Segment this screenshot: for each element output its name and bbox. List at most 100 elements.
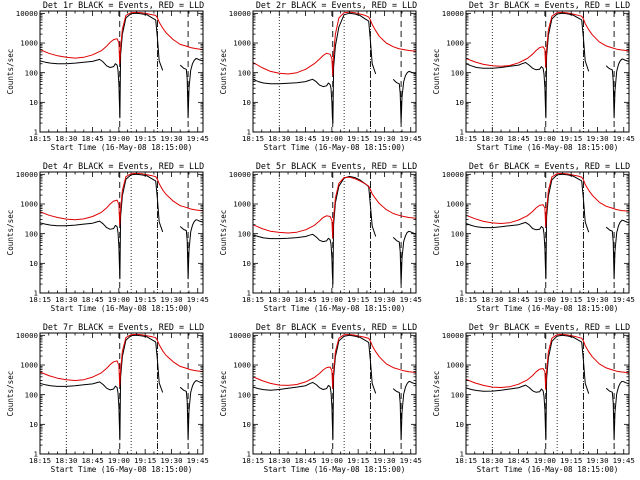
x-tick-label: 19:15	[134, 456, 156, 465]
x-axis-label: Start Time (16-May-08 18:15:00)	[264, 304, 406, 313]
panel-title: Det 6r BLACK = Events, RED = LLD	[469, 161, 630, 171]
y-tick-label: 10	[242, 98, 251, 107]
x-tick-label: 18:15	[455, 295, 477, 304]
y-axis-label: Counts/sec	[219, 371, 228, 417]
x-tick-label: 18:30	[481, 295, 503, 304]
y-axis-label: Counts/sec	[6, 49, 15, 95]
x-tick-label: 19:00	[108, 134, 130, 143]
x-tick-label: 18:15	[455, 134, 477, 143]
detector-panel: Det 8r BLACK = Events, RED = LLD 1 10 100 10…	[219, 322, 422, 474]
lld-line	[466, 11, 629, 68]
lld-line	[466, 172, 629, 228]
y-tick-label: 100	[451, 68, 464, 77]
events-line	[466, 173, 590, 280]
detector-panel: Det 5r BLACK = Events, RED = LLD 1 10 100 10…	[219, 161, 422, 313]
events-line	[40, 12, 164, 119]
y-tick-label: 1000	[446, 361, 464, 370]
events-line	[179, 219, 203, 280]
y-tick-label: 1	[34, 289, 38, 298]
x-axis-label: Start Time (16-May-08 18:15:00)	[264, 143, 406, 152]
y-tick-label: 1000	[446, 200, 464, 209]
y-tick-label: 10	[455, 259, 464, 268]
x-tick-label: 19:00	[321, 456, 343, 465]
x-tick-label: 18:30	[55, 295, 77, 304]
x-tick-label: 18:45	[294, 295, 316, 304]
x-tick-label: 18:30	[268, 134, 290, 143]
events-line	[253, 12, 377, 124]
x-tick-label: 18:45	[81, 456, 103, 465]
x-tick-label: 19:30	[373, 295, 395, 304]
detector-panel: Det 7r BLACK = Events, RED = LLD 1 10 100 10…	[6, 322, 209, 474]
x-tick-label: 18:45	[81, 295, 103, 304]
y-tick-label: 100	[238, 229, 251, 238]
x-tick-label: 19:00	[321, 295, 343, 304]
panel-title: Det 1r BLACK = Events, RED = LLD	[43, 0, 204, 10]
plot-frame	[39, 171, 204, 294]
y-tick-label: 1	[460, 450, 464, 459]
events-line	[605, 58, 629, 119]
plot-frame	[465, 332, 630, 455]
panel-title: Det 7r BLACK = Events, RED = LLD	[43, 322, 204, 332]
y-axis-label: Counts/sec	[219, 210, 228, 256]
y-tick-label: 1000	[20, 200, 38, 209]
x-tick-label: 19:45	[187, 134, 209, 143]
x-tick-label: 19:15	[347, 295, 369, 304]
x-tick-label: 18:30	[55, 134, 77, 143]
events-line	[466, 334, 590, 441]
lld-line	[253, 11, 416, 76]
y-tick-label: 1000	[233, 361, 251, 370]
events-line	[40, 173, 164, 280]
x-tick-label: 19:30	[160, 295, 182, 304]
y-tick-label: 100	[451, 229, 464, 238]
x-tick-label: 18:15	[455, 456, 477, 465]
y-tick-label: 1	[34, 128, 38, 137]
events-line	[605, 219, 629, 280]
x-tick-label: 18:45	[294, 456, 316, 465]
x-tick-label: 19:30	[586, 456, 608, 465]
events-line	[605, 380, 629, 441]
y-tick-label: 100	[451, 390, 464, 399]
panel-title: Det 2r BLACK = Events, RED = LLD	[256, 0, 417, 10]
y-tick-label: 10	[29, 259, 38, 268]
y-tick-label: 10000	[442, 331, 464, 340]
x-tick-label: 19:00	[534, 456, 556, 465]
x-tick-label: 19:15	[134, 134, 156, 143]
y-tick-label: 10000	[16, 9, 38, 18]
y-axis-label: Counts/sec	[432, 210, 441, 256]
x-tick-label: 18:15	[29, 456, 51, 465]
events-line	[392, 230, 416, 285]
y-tick-label: 10000	[229, 331, 251, 340]
x-tick-label: 18:45	[81, 134, 103, 143]
x-tick-label: 18:30	[268, 295, 290, 304]
x-axis-label: Start Time (16-May-08 18:15:00)	[51, 304, 193, 313]
y-tick-label: 100	[238, 390, 251, 399]
lld-line	[40, 11, 203, 65]
y-tick-label: 100	[238, 68, 251, 77]
x-tick-label: 19:45	[187, 456, 209, 465]
lld-line	[40, 172, 203, 226]
y-axis-label: Counts/sec	[6, 371, 15, 417]
x-tick-label: 18:30	[268, 456, 290, 465]
x-axis-label: Start Time (16-May-08 18:15:00)	[264, 465, 406, 474]
x-tick-label: 18:15	[29, 295, 51, 304]
x-tick-label: 19:45	[400, 295, 422, 304]
x-tick-label: 19:00	[108, 295, 130, 304]
y-axis-label: Counts/sec	[219, 49, 228, 95]
x-tick-label: 19:30	[160, 134, 182, 143]
events-line	[179, 380, 203, 441]
y-tick-label: 1	[34, 450, 38, 459]
x-tick-label: 19:15	[560, 134, 582, 143]
y-axis-label: Counts/sec	[432, 49, 441, 95]
y-tick-label: 1000	[233, 39, 251, 48]
y-tick-label: 10000	[229, 170, 251, 179]
x-tick-label: 19:30	[373, 456, 395, 465]
y-tick-label: 1	[247, 289, 251, 298]
x-tick-label: 19:00	[534, 134, 556, 143]
plot-frame	[252, 332, 417, 455]
panel-title: Det 5r BLACK = Events, RED = LLD	[256, 161, 417, 171]
y-tick-label: 10000	[16, 331, 38, 340]
y-tick-label: 10	[455, 420, 464, 429]
x-tick-label: 18:30	[481, 134, 503, 143]
lld-line	[253, 176, 416, 239]
x-axis-label: Start Time (16-May-08 18:15:00)	[477, 465, 619, 474]
